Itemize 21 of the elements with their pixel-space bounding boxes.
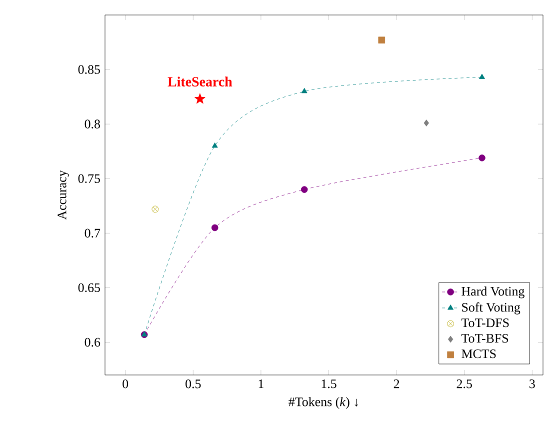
y-tick-label: 0.65 (78, 283, 100, 292)
x-tick-label: 1 (258, 380, 264, 388)
legend-label: Soft Voting (462, 302, 520, 314)
annotation: LiteSearch (168, 76, 232, 86)
y-tick-label: 0.6 (84, 338, 100, 347)
x-tick-label: 0.5 (186, 380, 201, 388)
legend-label: Hard Voting (462, 286, 524, 298)
y-axis-title: Accuracy (58, 170, 69, 220)
y-tick-label: 0.7 (84, 228, 100, 238)
x-tick-label: 1.5 (322, 380, 336, 388)
x-tick-label: 2.5 (456, 380, 472, 388)
y-tick-label: 0.8 (84, 120, 100, 128)
y-tick-label: 0.75 (78, 174, 100, 184)
legend-label: ToT-BFS (461, 334, 508, 343)
x-tick-label: 3 (530, 380, 535, 388)
legend-label: MCTS (462, 349, 496, 358)
y-tick-label: 0.85 (78, 65, 100, 74)
x-axis-title: #Tokens (k) ↓ (288, 397, 358, 409)
x-tick-label: 0 (122, 380, 128, 388)
legend-label: ToT-DFS (461, 318, 509, 328)
x-tick-label: 2 (394, 380, 400, 388)
